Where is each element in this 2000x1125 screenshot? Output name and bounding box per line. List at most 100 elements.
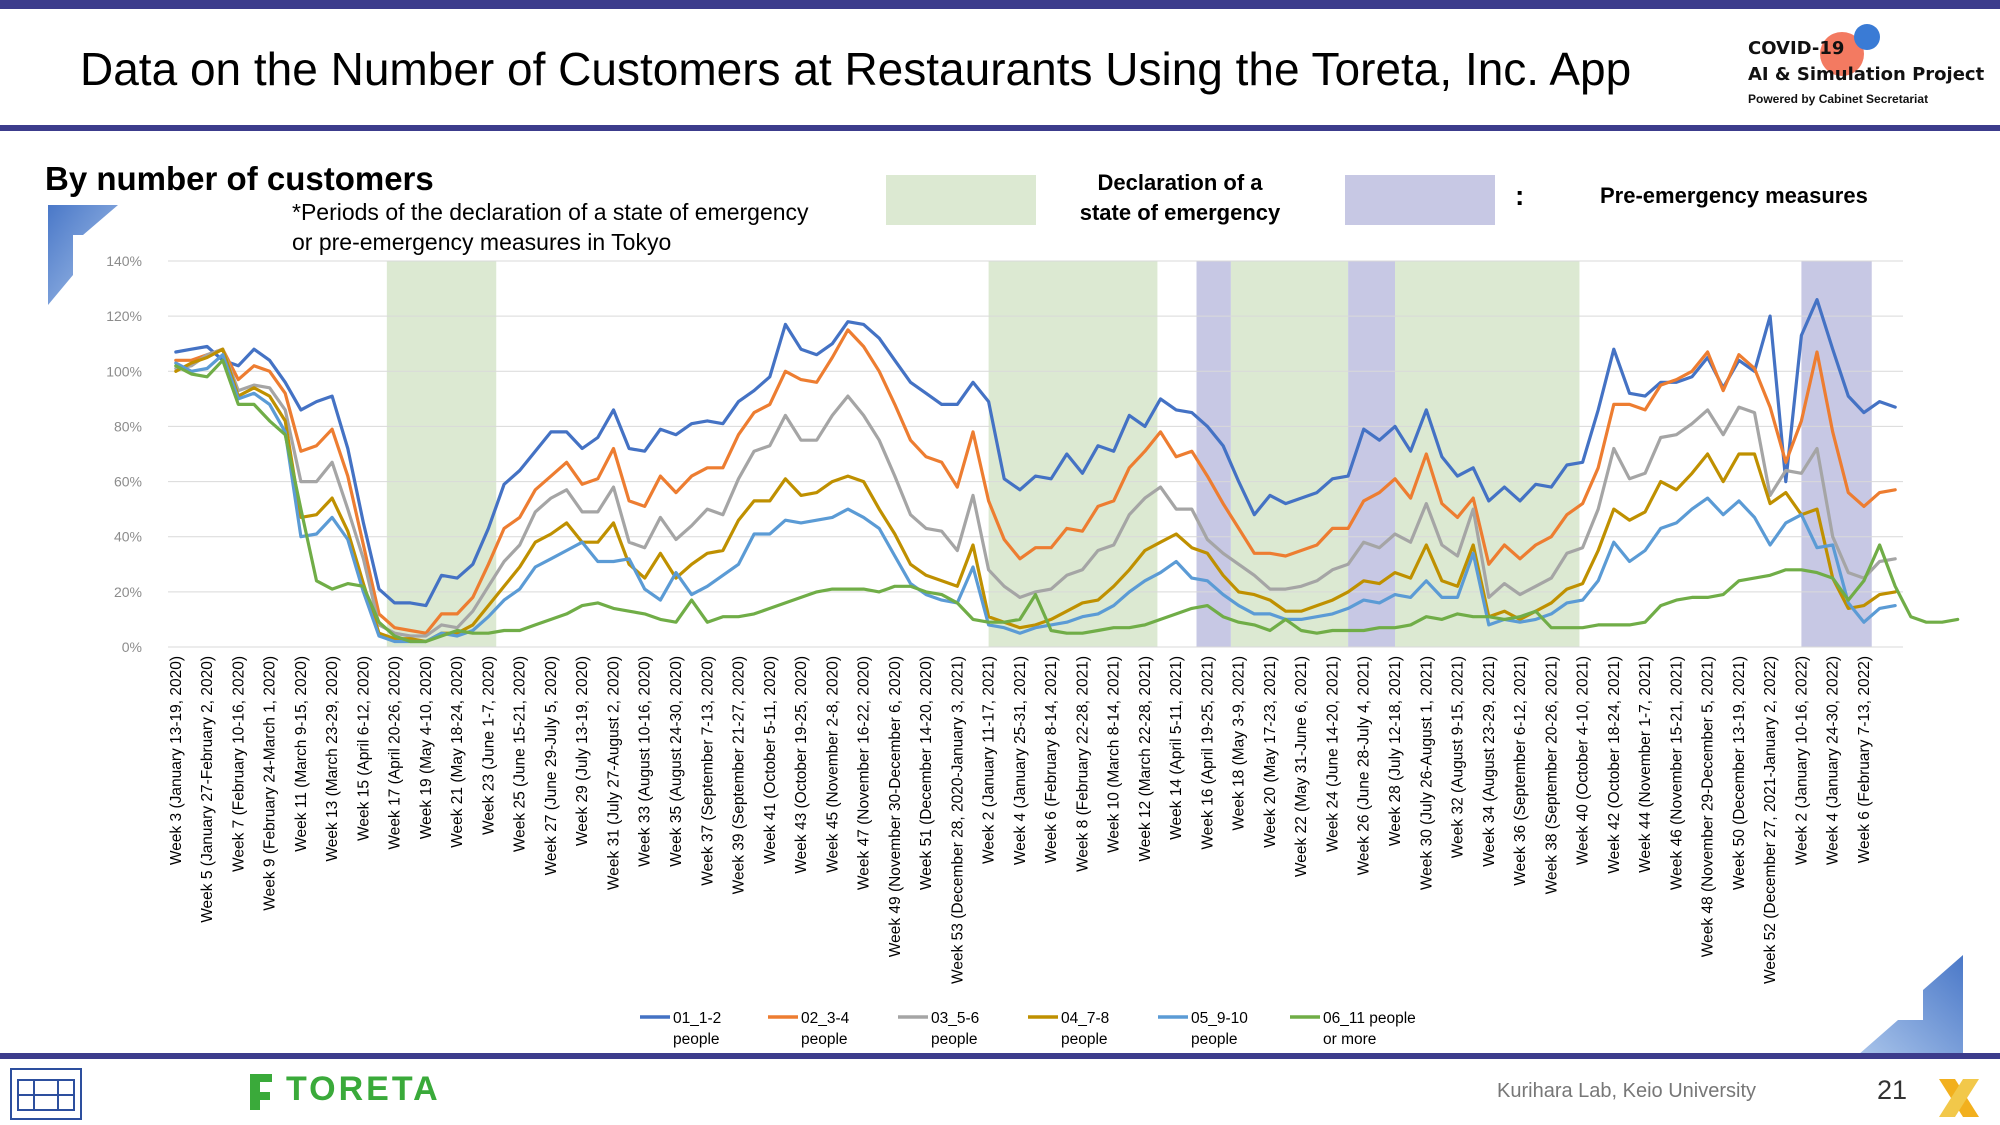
x-tick-label-47: Week 44 (November 1-7, 2021)	[1637, 656, 1654, 873]
band-emergency-0	[386, 261, 497, 647]
x-tick-label-52: Week 2 (January 10-16, 2022)	[1793, 656, 1810, 865]
legend-label-1-a: 01_1-2	[673, 1010, 721, 1027]
x-tick-label-10: Week 23 (June 1-7, 2020)	[480, 656, 497, 835]
x-tick-label-44: Week 38 (September 20-26, 2021)	[1543, 656, 1560, 894]
x-tick-label-6: Week 15 (April 6-12, 2020)	[355, 656, 372, 841]
x-tick-label-40: Week 30 (July 26-August 1, 2021)	[1418, 656, 1435, 890]
x-tick-label-24: Week 51 (December 14-20, 2020)	[918, 656, 935, 890]
legend-label-3-b: people	[931, 1031, 978, 1048]
page-title: Data on the Number of Customers at Resta…	[80, 43, 1632, 95]
lab-credit: Kurihara Lab, Keio University	[1497, 1080, 1757, 1102]
x-tick-label-51: Week 52 (December 27, 2021-January 2, 20…	[1762, 656, 1779, 984]
x-tick-label-16: Week 35 (August 24-30, 2020)	[668, 656, 685, 867]
x-tick-label-25: Week 53 (December 28, 2020-January 3, 20…	[949, 656, 966, 984]
legend-label-3-a: 03_5-6	[931, 1010, 979, 1027]
x-tick-label-48: Week 46 (November 15-21, 2021)	[1668, 656, 1685, 890]
x-tick-label-7: Week 17 (April 20-26, 2020)	[387, 656, 404, 850]
y-tick-label-3: 60%	[114, 474, 142, 490]
x-tick-label-23: Week 49 (November 30-December 6, 2020)	[887, 656, 904, 957]
top-frame-bar	[0, 0, 2000, 9]
x-tick-label-43: Week 36 (September 6-12, 2021)	[1512, 656, 1529, 886]
y-tick-label-1: 20%	[114, 584, 142, 600]
x-tick-label-32: Week 14 (April 5-11, 2021)	[1168, 656, 1185, 840]
x-tick-label-33: Week 16 (April 19-25, 2021)	[1199, 656, 1216, 850]
x-tick-label-13: Week 29 (July 13-19, 2020)	[574, 656, 591, 846]
legend-label-6-b: or more	[1323, 1031, 1376, 1048]
series-line-3	[174, 347, 1897, 638]
x-tick-label-41: Week 32 (August 9-15, 2021)	[1450, 656, 1467, 858]
x-tick-label-18: Week 39 (September 21-27, 2020)	[731, 656, 748, 894]
x-tick-label-26: Week 2 (January 11-17, 2021)	[981, 656, 998, 864]
x-tick-label-9: Week 21 (May 18-24, 2020)	[449, 656, 466, 848]
y-tick-label-2: 40%	[114, 529, 142, 545]
x-tick-label-3: Week 9 (February 24-March 1, 2020)	[262, 656, 279, 911]
customers-line-chart: 0% 20% 40% 60% 80% 100% 120% 140% Week 3 (Januar…	[106, 253, 1960, 1050]
page-number: 21	[1877, 1075, 1908, 1105]
x-tick-label-37: Week 24 (June 14-20, 2021)	[1325, 656, 1342, 852]
x-tick-label-8: Week 19 (May 4-10, 2020)	[418, 656, 435, 839]
corner-decoration-top-left	[48, 205, 118, 305]
legend-label-5-b: people	[1191, 1031, 1238, 1048]
x-tick-label-49: Week 48 (November 29-December 5, 2021)	[1700, 656, 1717, 957]
x-tick-label-2: Week 7 (February 10-16, 2020)	[230, 656, 247, 872]
emergency-legend-line-2: state of emergency	[1079, 200, 1281, 225]
period-note-line-2: or pre-emergency measures in Tokyo	[292, 229, 672, 255]
x-tick-label-29: Week 8 (February 22-28, 2021)	[1074, 656, 1091, 872]
x-tick-label-20: Week 43 (October 19-25, 2020)	[793, 656, 810, 874]
series-line-2	[174, 328, 1897, 635]
x-tick-label-27: Week 4 (January 25-31, 2021)	[1012, 656, 1029, 865]
x-tick-label-5: Week 13 (March 23-29, 2020)	[324, 656, 341, 862]
x-tick-label-12: Week 27 (June 29-July 5, 2020)	[543, 656, 560, 875]
x-tick-label-54: Week 6 (February 7-13, 2022)	[1856, 656, 1873, 863]
legend-colon: :	[1515, 180, 1525, 211]
x-tick-label-22: Week 47 (November 16-22, 2020)	[856, 656, 873, 890]
series-line-6	[174, 358, 1960, 644]
x-tick-label-34: Week 18 (May 3-9, 2021)	[1231, 656, 1248, 831]
toreta-leaf-icon	[250, 1074, 272, 1110]
logo-line-2: AI & Simulation Project	[1748, 64, 1985, 85]
keio-lab-logo	[10, 1068, 82, 1120]
footer-divider	[0, 1053, 2000, 1059]
x-tick-label-19: Week 41 (October 5-11, 2020)	[762, 656, 779, 864]
pre-emergency-legend-swatch	[1345, 175, 1495, 225]
x-tick-label-4: Week 11 (March 9-15, 2020)	[293, 656, 310, 852]
x-tick-label-11: Week 25 (June 15-21, 2020)	[512, 656, 529, 852]
project-logo: COVID-19 AI & Simulation Project Powered…	[1748, 24, 1988, 118]
x-tick-label-21: Week 45 (November 2-8, 2020)	[824, 656, 841, 873]
emergency-legend-line-1: Declaration of a	[1097, 170, 1263, 195]
x-tick-label-1: Week 5 (January 27-February 2, 2020)	[199, 656, 216, 923]
y-tick-label-4: 80%	[114, 418, 142, 434]
x-tick-label-30: Week 10 (March 8-14, 2021)	[1106, 656, 1123, 853]
emergency-legend-label: Declaration of a state of emergency	[1060, 168, 1300, 228]
legend-label-1-b: people	[673, 1031, 720, 1048]
x-mark-icon	[1939, 1079, 1979, 1117]
x-tick-label-14: Week 31 (July 27-August 2, 2020)	[606, 656, 623, 890]
x-tick-label-36: Week 22 (May 31-June 6, 2021)	[1293, 656, 1310, 877]
series-line-1	[174, 298, 1897, 608]
pre-emergency-legend-label: Pre-emergency measures	[1600, 183, 1868, 208]
y-tick-label-6: 120%	[106, 308, 142, 324]
legend-label-4-b: people	[1061, 1031, 1108, 1048]
legend-label-2-b: people	[801, 1031, 848, 1048]
x-tick-label-46: Week 42 (October 18-24, 2021)	[1606, 656, 1623, 874]
y-tick-label-7: 140%	[106, 253, 142, 269]
legend-label-4-a: 04_7-8	[1061, 1010, 1109, 1027]
x-tick-label-50: Week 50 (December 13-19, 2021)	[1731, 656, 1748, 890]
period-note: *Periods of the declaration of a state o…	[292, 197, 809, 257]
y-tick-label-5: 100%	[106, 363, 142, 379]
legend-label-6-a: 06_11 people	[1323, 1010, 1416, 1027]
band-emergency-1	[988, 261, 1158, 647]
legend-label-2-a: 02_3-4	[801, 1010, 850, 1027]
chart-subtitle: By number of customers	[45, 160, 434, 197]
band-emergency-3	[1230, 261, 1349, 647]
emergency-legend-swatch	[886, 175, 1036, 225]
x-tick-label-42: Week 34 (August 23-29, 2021)	[1481, 656, 1498, 867]
logo-line-3: Powered by Cabinet Secretariat	[1748, 92, 1929, 106]
x-tick-label-28: Week 6 (February 8-14, 2021)	[1043, 656, 1060, 863]
logo-blue-circle	[1854, 24, 1880, 50]
logo-line-1: COVID-19	[1748, 38, 1845, 59]
x-tick-label-38: Week 26 (June 28-July 4, 2021)	[1356, 656, 1373, 875]
x-tick-label-53: Week 4 (January 24-30, 2022)	[1825, 656, 1842, 865]
x-tick-label-31: Week 12 (March 22-28, 2021)	[1137, 656, 1154, 862]
x-tick-label-45: Week 40 (October 4-10, 2021)	[1575, 656, 1592, 865]
